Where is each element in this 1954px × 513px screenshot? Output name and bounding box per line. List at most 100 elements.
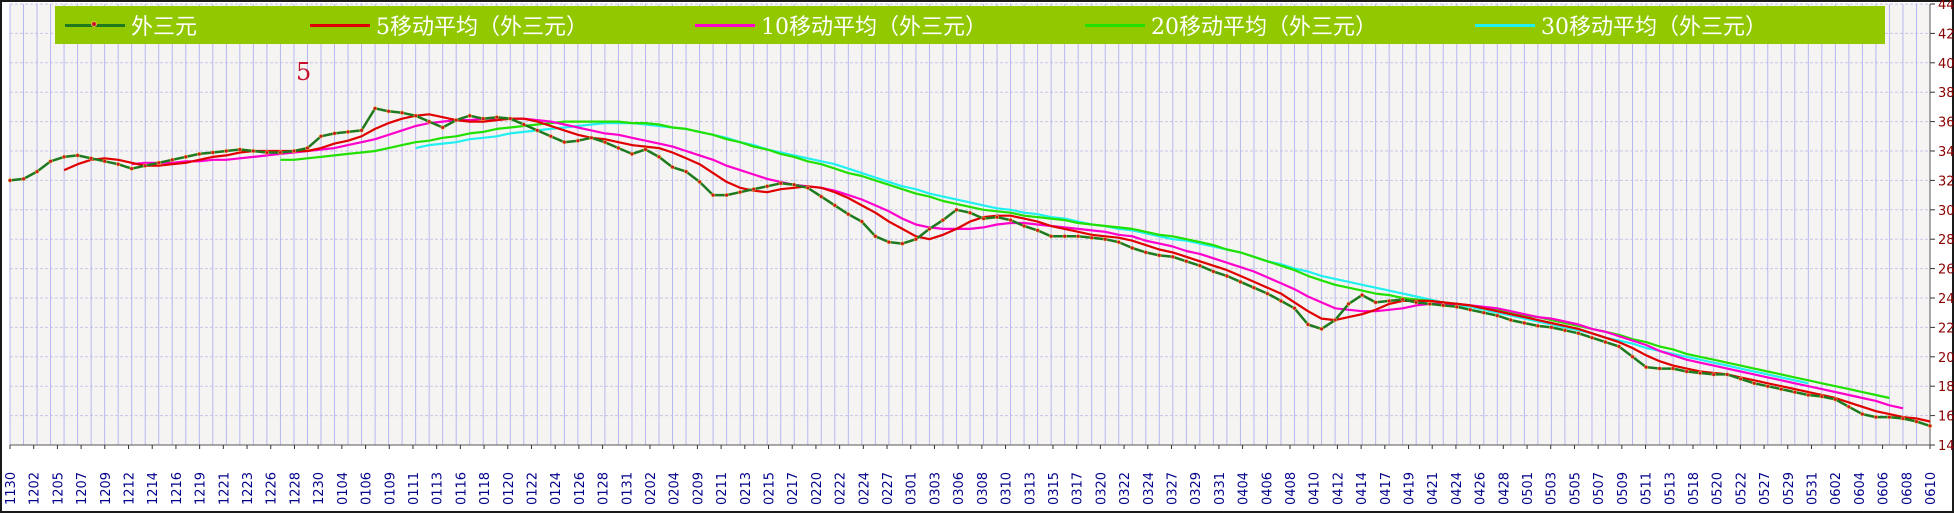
y-tick-label: 24 — [1938, 292, 1954, 307]
x-tick-label: 0126 — [573, 472, 588, 505]
x-tick-label: 1202 — [28, 472, 43, 505]
y-tick-label: 28 — [1938, 233, 1954, 248]
x-tick-label: 0224 — [857, 472, 872, 505]
data-point — [1698, 370, 1703, 376]
y-tick-label: 16 — [1938, 410, 1954, 425]
data-point — [629, 151, 635, 157]
x-tick-label: 0220 — [810, 472, 825, 505]
data-point — [1873, 414, 1879, 420]
x-tick-label: 0608 — [1900, 472, 1915, 505]
x-tick-label: 0322 — [1118, 472, 1133, 505]
x-tick-label: 0509 — [1616, 472, 1631, 505]
x-tick-label: 0417 — [1379, 472, 1394, 505]
x-tick-label: 0124 — [549, 472, 564, 505]
x-tick-label: 0106 — [360, 472, 375, 505]
x-tick-label: 0131 — [620, 472, 635, 505]
data-point — [1008, 217, 1013, 223]
data-point — [521, 122, 526, 127]
data-point — [1116, 240, 1121, 245]
y-tick-label: 38 — [1938, 86, 1954, 101]
x-tick-label: 0204 — [668, 472, 683, 505]
legend-swatch-ma30 — [1475, 23, 1535, 27]
x-tick-label: 0610 — [1924, 472, 1939, 505]
data-point — [1332, 317, 1338, 323]
legend-item-ma20: 20移动平均（外三元） — [1085, 6, 1377, 44]
data-point — [291, 148, 297, 154]
data-point — [602, 140, 608, 145]
data-point — [535, 128, 540, 133]
x-tick-label: 0522 — [1734, 472, 1749, 505]
x-tick-label: 0424 — [1450, 472, 1465, 505]
data-point — [643, 147, 648, 152]
data-point — [156, 160, 161, 165]
data-point — [1224, 273, 1230, 279]
data-point — [102, 159, 107, 164]
data-point — [589, 135, 594, 140]
data-point — [981, 216, 986, 221]
data-point — [1414, 300, 1419, 305]
legend-label-price: 外三元 — [131, 15, 198, 40]
x-tick-label: 0211 — [715, 472, 730, 505]
data-point — [886, 240, 891, 245]
data-point — [1846, 404, 1851, 409]
x-tick-label: 0111 — [407, 472, 422, 505]
x-tick-label: 0421 — [1426, 472, 1441, 505]
y-tick-label: 32 — [1938, 174, 1954, 189]
x-tick-label: 0202 — [644, 472, 659, 505]
x-tick-label: 0428 — [1497, 472, 1512, 505]
data-point — [1576, 331, 1581, 336]
x-tick-label: 0222 — [834, 472, 849, 505]
x-tick-label: 0308 — [976, 472, 991, 505]
data-point — [345, 129, 351, 134]
x-tick-label: 0113 — [431, 472, 446, 505]
x-tick-label: 0313 — [1023, 472, 1038, 505]
x-tick-label: 0104 — [336, 472, 351, 505]
x-tick-label: 0310 — [1000, 472, 1015, 505]
legend-item-ma10: 10移动平均（外三元） — [695, 6, 987, 44]
data-point — [359, 128, 364, 133]
x-tick-label: 0213 — [739, 472, 754, 505]
x-tick-label: 1216 — [170, 472, 185, 505]
y-tick-label: 40 — [1938, 57, 1954, 72]
y-tick-label: 42 — [1938, 27, 1954, 42]
data-point — [1806, 392, 1811, 398]
data-point — [1441, 303, 1446, 308]
data-point — [440, 125, 445, 130]
data-point — [967, 210, 973, 215]
data-point — [454, 118, 459, 123]
data-point — [48, 159, 53, 164]
data-point — [1305, 322, 1311, 327]
y-tick-label: 44 — [1938, 0, 1954, 13]
x-tick-label: 0604 — [1853, 472, 1868, 505]
x-tick-label: 1221 — [217, 472, 232, 505]
data-point — [1833, 397, 1838, 402]
x-tick-label: 1207 — [75, 472, 90, 505]
x-tick-label: 1130 — [4, 472, 19, 505]
data-point — [738, 190, 743, 195]
data-point — [1643, 364, 1649, 370]
x-tick-label: 0527 — [1758, 472, 1773, 505]
x-tick-label: 0209 — [691, 472, 706, 505]
data-point — [1427, 301, 1432, 306]
y-tick-label: 18 — [1938, 380, 1954, 395]
data-point — [994, 215, 1000, 220]
data-point — [1603, 340, 1608, 345]
data-point — [210, 150, 215, 155]
x-tick-label: 0128 — [597, 472, 612, 505]
data-point — [1779, 387, 1784, 392]
x-tick-label: 1226 — [265, 472, 280, 505]
x-tick-label: 0606 — [1877, 472, 1892, 505]
data-point — [34, 169, 40, 174]
data-point — [697, 179, 702, 184]
y-tick-label: 20 — [1938, 351, 1954, 366]
x-tick-label: 0518 — [1687, 472, 1702, 505]
data-point — [1792, 389, 1797, 395]
data-point — [1738, 376, 1743, 381]
legend-swatch-price — [65, 20, 125, 27]
data-point — [765, 184, 770, 189]
data-point — [656, 154, 662, 159]
data-point — [1454, 304, 1459, 309]
data-point — [372, 106, 378, 111]
legend-item-ma5: 5移动平均（外三元） — [310, 6, 588, 44]
